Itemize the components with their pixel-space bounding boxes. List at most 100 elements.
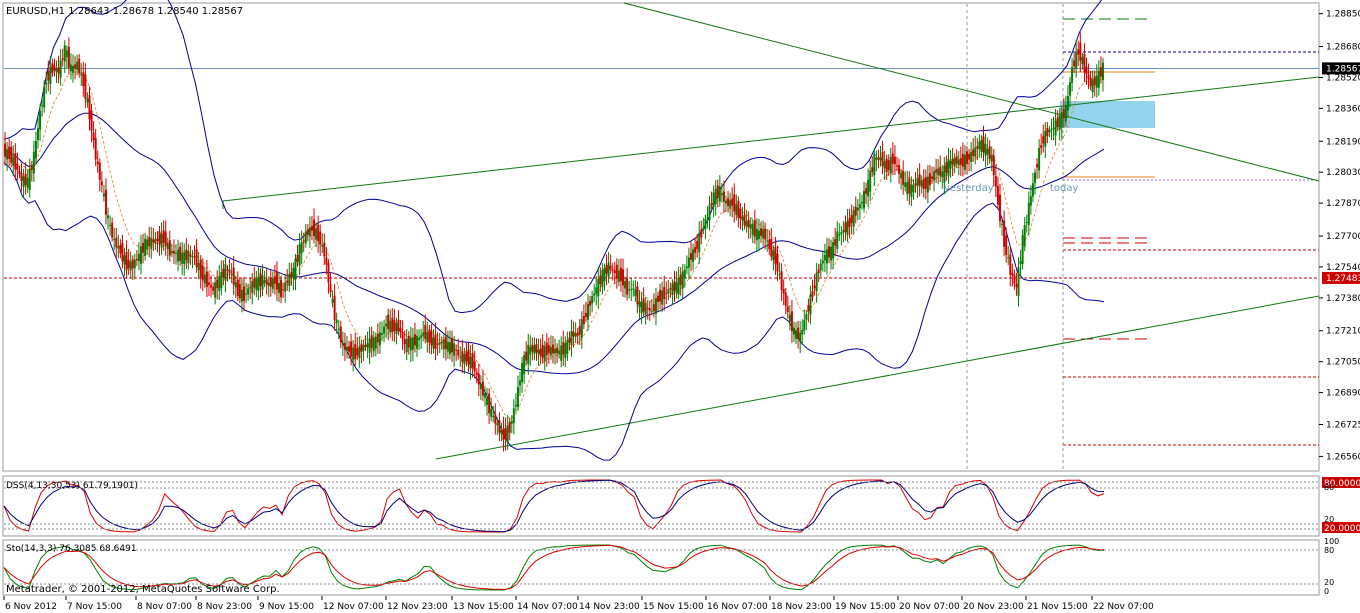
candle-body <box>502 428 505 441</box>
candlesticks <box>4 32 1104 452</box>
candle-body <box>49 66 52 84</box>
candle-body <box>158 231 161 245</box>
candle-body <box>139 246 142 264</box>
candle-body <box>216 279 219 289</box>
candle-body <box>352 347 355 360</box>
candle-body <box>500 430 503 435</box>
candle-body <box>671 283 674 295</box>
candle-body <box>1033 172 1036 184</box>
y-tick-label: 1.28520 <box>1326 73 1360 83</box>
candle-body <box>753 220 756 237</box>
candle-body <box>100 181 103 186</box>
candle-body <box>51 63 54 73</box>
x-tick-label: 8 Nov 07:00 <box>137 602 192 612</box>
candle-body <box>210 285 213 288</box>
candle-body <box>434 334 437 350</box>
candle-body <box>657 295 660 302</box>
candle-body <box>1089 77 1092 87</box>
candle-body <box>418 337 421 341</box>
candle-body <box>1097 70 1100 88</box>
candle-body <box>578 326 581 335</box>
candle-body <box>247 288 250 295</box>
candle-body <box>53 65 56 71</box>
candle-body <box>220 271 223 289</box>
candle-body <box>904 182 907 187</box>
candle-body <box>885 158 888 173</box>
candle-body <box>836 231 839 249</box>
candle-body <box>1019 260 1022 264</box>
price-axis: 1.28850 1.28680 1.28520 1.28360 1.28190 1.280… <box>1319 10 1360 462</box>
candle-body <box>170 251 173 254</box>
candle-body <box>582 316 585 325</box>
candle-body <box>329 283 332 292</box>
candle-body <box>551 344 554 354</box>
candle-body <box>677 278 680 295</box>
candle-body <box>968 153 971 160</box>
candle-body <box>387 314 390 330</box>
candle-body <box>508 421 511 433</box>
candle-body <box>566 340 569 354</box>
candle-body <box>893 156 896 165</box>
support-resistance-zone <box>1060 101 1155 128</box>
candle-body <box>224 264 227 281</box>
candle-body <box>26 177 29 188</box>
candle-body <box>416 335 419 349</box>
marked-level-tag-bg <box>1322 271 1360 284</box>
candle-body <box>201 265 204 281</box>
candle-body <box>858 204 861 209</box>
candle-body <box>951 158 954 165</box>
candle-body <box>407 335 410 348</box>
candle-body <box>191 256 194 258</box>
candle-body <box>76 61 79 70</box>
candle-body <box>854 206 857 216</box>
candle-body <box>475 372 478 376</box>
candle-body <box>98 162 101 180</box>
trendline <box>435 295 1320 460</box>
candle-body <box>957 159 960 166</box>
candle-body <box>146 239 149 250</box>
candle-body <box>735 204 738 216</box>
candle-body <box>652 304 655 312</box>
candle-body <box>313 219 316 237</box>
candle-body <box>632 288 635 290</box>
stochastic-lines <box>3 544 1319 591</box>
candle-body <box>842 230 845 233</box>
candle-body <box>337 328 340 331</box>
candle-body <box>506 425 509 443</box>
candle-body <box>564 343 567 358</box>
candle-body <box>374 336 377 349</box>
candle-body <box>597 278 600 297</box>
x-tick-label: 18 Nov 23:00 <box>771 602 832 612</box>
candle-body <box>790 311 793 332</box>
candle-body <box>797 327 800 340</box>
candle-body <box>448 342 451 355</box>
candle-body <box>654 298 657 314</box>
candle-body <box>510 421 513 424</box>
candle-body <box>121 242 124 262</box>
dss-label: DSS(4,13,30,53) 61.79,1901) <box>6 481 138 491</box>
candle-body <box>1009 254 1012 275</box>
candle-body <box>830 246 833 261</box>
candle-body <box>366 343 369 348</box>
candle-body <box>955 156 958 164</box>
candle-body <box>193 256 196 258</box>
candle-body <box>125 251 128 271</box>
candle-body <box>698 232 701 253</box>
candle-body <box>1050 129 1053 131</box>
candle-body <box>234 282 237 288</box>
candle-body <box>432 337 435 349</box>
candle-body <box>172 250 175 254</box>
trendline <box>623 2 1320 182</box>
candle-body <box>922 178 925 189</box>
candle-body <box>889 156 892 174</box>
candle-body <box>34 140 37 159</box>
candle-body <box>199 260 202 278</box>
candle-body <box>111 222 114 238</box>
candle-body <box>370 335 373 348</box>
candle-body <box>867 179 870 197</box>
candle-body <box>982 136 985 153</box>
candle-body <box>782 289 785 294</box>
candle-body <box>902 170 905 185</box>
candle-body <box>465 351 468 362</box>
